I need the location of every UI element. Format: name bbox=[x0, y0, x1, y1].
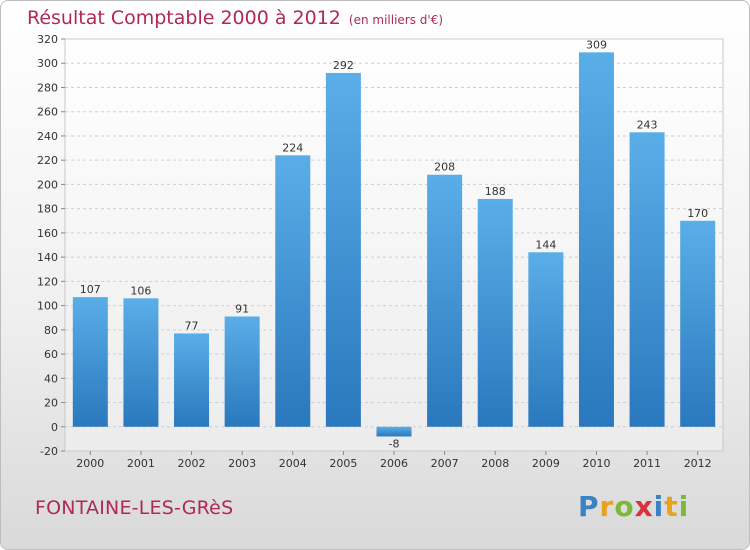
y-axis: -20 0 20 40 60 80 100 120 140 160 180 200 220 240 260 2… bbox=[37, 33, 65, 458]
bar-2007[interactable] bbox=[427, 174, 463, 427]
bar-2000[interactable] bbox=[72, 297, 108, 427]
commune-name: FONTAINE-LES-GRèS bbox=[35, 497, 234, 519]
y-tick-label: 100 bbox=[37, 300, 58, 313]
y-tick-label: 140 bbox=[37, 251, 58, 264]
bar-2002[interactable] bbox=[174, 333, 210, 427]
data-label: 243 bbox=[637, 118, 658, 131]
y-tick-label: 60 bbox=[44, 348, 58, 361]
data-label: 77 bbox=[185, 319, 199, 332]
bar-2003[interactable] bbox=[224, 316, 260, 427]
proxiti-logo[interactable]: Proxiti bbox=[578, 490, 689, 523]
x-tick-label: 2003 bbox=[228, 457, 256, 470]
x-tick-label: 2005 bbox=[329, 457, 357, 470]
bar-2004[interactable] bbox=[275, 155, 311, 427]
data-label: 170 bbox=[687, 207, 708, 220]
bar-2008[interactable] bbox=[477, 198, 513, 427]
bar-series: 107 106 77 91 224 292 -8 208 188 144 309 243 170 bbox=[72, 38, 716, 450]
brand-letter: r bbox=[599, 490, 615, 523]
y-tick-label: 240 bbox=[37, 130, 58, 143]
chart-title-row: Résultat Comptable 2000 à 2012 (en millie… bbox=[27, 7, 443, 29]
data-label: 106 bbox=[130, 284, 151, 297]
brand-letter: P bbox=[578, 490, 600, 523]
bar-2011[interactable] bbox=[629, 132, 665, 427]
y-tick-label: 320 bbox=[37, 33, 58, 46]
bar-2005[interactable] bbox=[325, 72, 361, 427]
x-tick-label: 2001 bbox=[127, 457, 155, 470]
y-tick-label: 220 bbox=[37, 154, 58, 167]
y-tick-label: 80 bbox=[44, 324, 58, 337]
y-tick-label: 200 bbox=[37, 178, 58, 191]
data-label: 91 bbox=[235, 302, 249, 315]
brand-letter: t bbox=[664, 490, 679, 523]
x-tick-label: 2009 bbox=[532, 457, 560, 470]
brand-letter: x bbox=[634, 490, 654, 523]
bar-2010[interactable] bbox=[578, 52, 614, 427]
y-tick-label: 40 bbox=[44, 372, 58, 385]
data-label: -8 bbox=[389, 437, 400, 450]
y-tick-label: 120 bbox=[37, 275, 58, 288]
brand-letter: i bbox=[653, 490, 665, 523]
plot-area bbox=[64, 38, 724, 452]
bar-2006[interactable] bbox=[376, 426, 412, 437]
data-label: 208 bbox=[434, 161, 455, 174]
brand-letter: o bbox=[614, 490, 635, 523]
y-tick-label: 20 bbox=[44, 397, 58, 410]
x-tick-label: 2012 bbox=[684, 457, 712, 470]
x-tick-label: 2008 bbox=[481, 457, 509, 470]
y-tick-label: -20 bbox=[40, 445, 58, 458]
chart-subtitle: (en milliers d'€) bbox=[348, 13, 444, 27]
x-tick-label: 2002 bbox=[178, 457, 206, 470]
data-label: 107 bbox=[80, 283, 101, 296]
y-tick-label: 260 bbox=[37, 106, 58, 119]
x-tick-label: 2007 bbox=[431, 457, 459, 470]
y-tick-label: 0 bbox=[51, 421, 58, 434]
data-label: 224 bbox=[282, 141, 303, 154]
x-tick-label: 2000 bbox=[76, 457, 104, 470]
y-tick-label: 300 bbox=[37, 57, 58, 70]
chart-title: Résultat Comptable 2000 à 2012 bbox=[27, 7, 341, 29]
x-axis: 2000 2001 2002 2003 2004 2005 2006 2007 2008 2009… bbox=[76, 451, 712, 470]
bar-2001[interactable] bbox=[123, 298, 159, 427]
brand-letter: i bbox=[678, 490, 690, 523]
y-tick-label: 160 bbox=[37, 227, 58, 240]
data-label: 292 bbox=[333, 59, 354, 72]
bar-2009[interactable] bbox=[528, 252, 564, 427]
data-label: 188 bbox=[485, 185, 506, 198]
x-tick-label: 2006 bbox=[380, 457, 408, 470]
y-tick-label: 280 bbox=[37, 81, 58, 94]
x-tick-label: 2011 bbox=[633, 457, 661, 470]
x-tick-label: 2010 bbox=[582, 457, 610, 470]
y-tick-label: 180 bbox=[37, 203, 58, 216]
bar-2012[interactable] bbox=[680, 220, 716, 427]
data-label: 309 bbox=[586, 38, 607, 51]
data-label: 144 bbox=[535, 238, 556, 251]
x-tick-label: 2004 bbox=[279, 457, 307, 470]
